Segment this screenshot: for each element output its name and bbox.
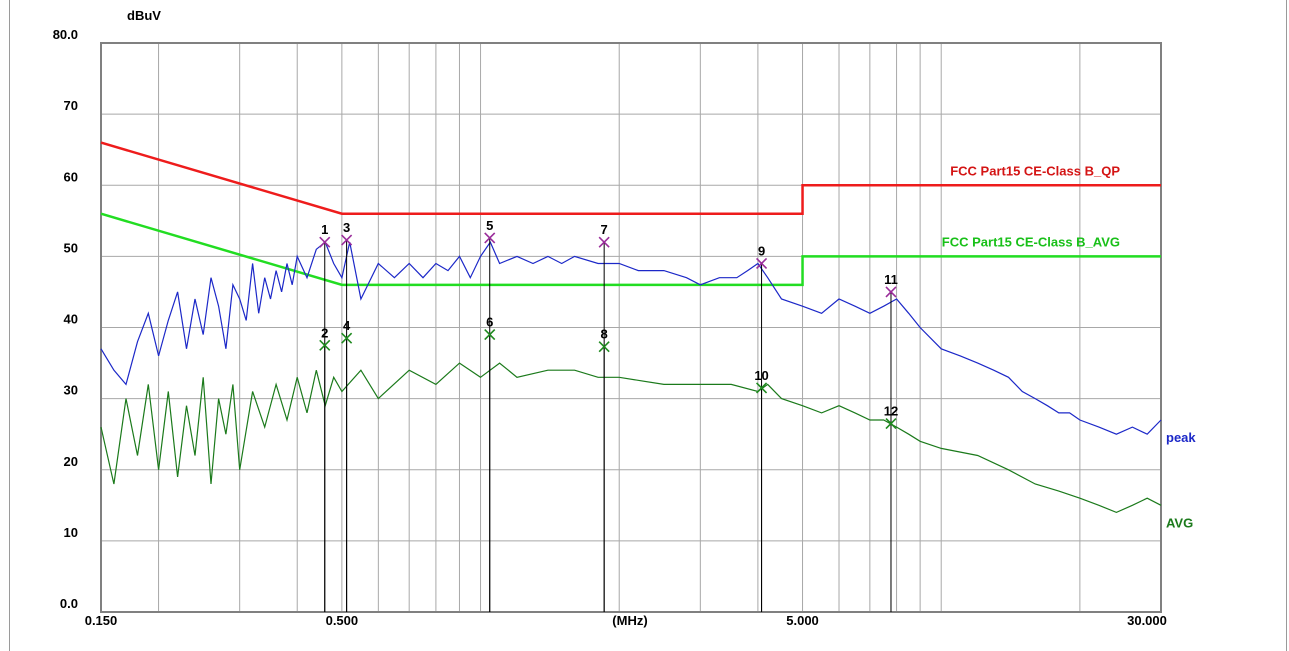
marker-x	[341, 332, 353, 344]
marker-label: 1	[321, 222, 328, 237]
right-window-edge	[1286, 0, 1287, 651]
marker-x	[598, 236, 610, 248]
y-axis-unit: dBuV	[127, 8, 161, 23]
x-tick-label: 0.500	[326, 613, 359, 628]
y-tick-label: 10	[64, 525, 78, 540]
avg-limit-label: FCC Part15 CE-Class B_AVG	[942, 234, 1120, 249]
limit-lines: FCC Part15 CE-Class B_QP FCC Part15 CE-Cl…	[100, 141, 1161, 287]
peak-trace-label: peak	[1166, 430, 1196, 445]
marker-x	[885, 286, 897, 298]
x-tick-labels: 0.150 0.500 5.000 30.000	[85, 613, 1167, 628]
marker-label: 6	[486, 315, 493, 330]
marker-x	[755, 382, 768, 394]
marker-label: 2	[321, 325, 328, 340]
avg-trace-label: AVG	[1166, 515, 1193, 530]
marker-label: 12	[884, 404, 898, 419]
y-tick-label: 30	[64, 383, 78, 398]
marker-label: 8	[601, 327, 608, 342]
marker-label: 7	[601, 222, 608, 237]
marker-x	[755, 257, 768, 270]
marker-x	[484, 232, 496, 244]
marker-x	[598, 341, 610, 353]
marker-label: 5	[486, 218, 493, 233]
marker-x	[885, 417, 897, 430]
y-tick-label: 50	[64, 240, 78, 255]
qp-limit-line	[100, 141, 1161, 215]
grid	[101, 43, 1161, 612]
y-tick-labels: 80.0 70 60 50 40 30 20 10 0.0	[53, 27, 78, 611]
y-tick-label: 40	[64, 312, 78, 327]
marker-label: 10	[754, 368, 768, 383]
marker-x	[484, 329, 496, 341]
x-tick-label: 30.000	[1127, 613, 1167, 628]
y-tick-label: 80.0	[53, 27, 78, 42]
marker-label: 3	[343, 220, 350, 235]
x-axis-unit: (MHz)	[612, 613, 647, 628]
marker-x	[319, 236, 331, 248]
left-window-edge	[9, 0, 10, 651]
qp-limit-label: FCC Part15 CE-Class B_QP	[950, 163, 1120, 178]
marker-label: 9	[758, 243, 765, 258]
x-tick-label: 0.150	[85, 613, 118, 628]
y-tick-label: 60	[64, 169, 78, 184]
marker-x	[341, 234, 353, 246]
avg-limit-line	[100, 212, 1161, 287]
plot-frame	[100, 42, 1162, 613]
marker-label: 11	[884, 272, 898, 287]
peak-trace	[100, 240, 1162, 435]
x-tick-label: 5.000	[786, 613, 819, 628]
y-tick-label: 0.0	[60, 596, 78, 611]
marker-label: 4	[343, 318, 351, 333]
marker-x	[319, 339, 331, 351]
y-tick-label: 20	[64, 454, 78, 469]
y-tick-label: 70	[64, 98, 78, 113]
avg-trace	[100, 362, 1162, 514]
